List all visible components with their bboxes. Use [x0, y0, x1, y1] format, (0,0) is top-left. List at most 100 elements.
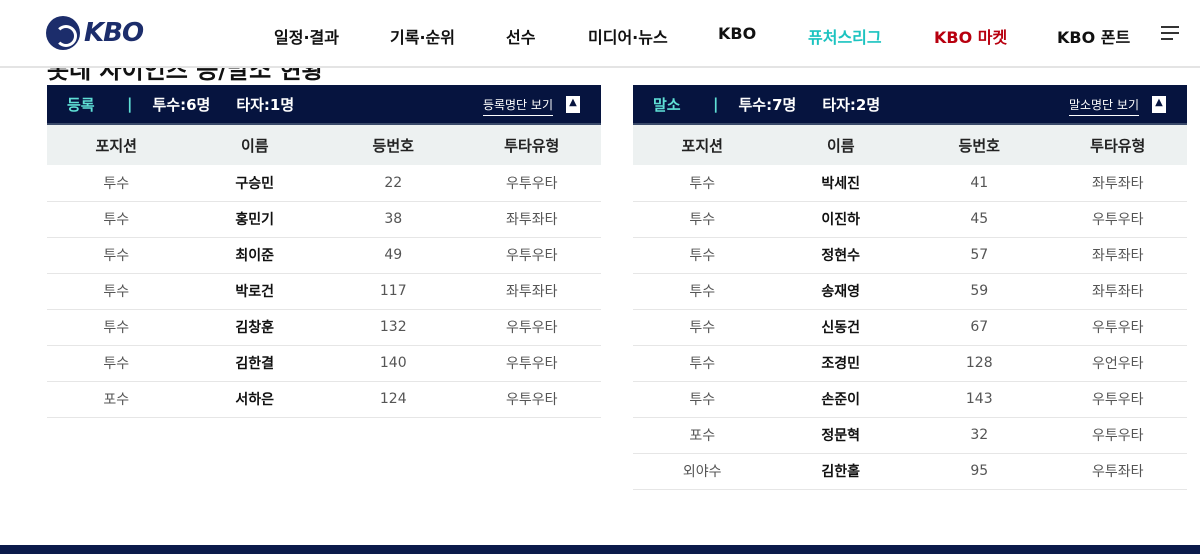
table-row: 포수 서하은 124 우투우타 — [47, 381, 601, 418]
name-cell[interactable]: 구승민 — [185, 165, 324, 202]
table-row: 투수 손준이 143 우투우타 — [633, 381, 1187, 418]
collapse-icon[interactable]: ▲ — [566, 96, 580, 113]
number-cell: 140 — [324, 345, 463, 382]
type-cell: 우투우타 — [1048, 201, 1187, 238]
view-registered-list-link[interactable]: 등록명단 보기 — [482, 96, 553, 116]
table-row: 투수 김창훈 132 우투우타 — [47, 309, 601, 346]
column-header: 포지션 — [47, 125, 186, 165]
position-cell: 투수 — [633, 201, 772, 238]
name-cell[interactable]: 박로건 — [185, 273, 324, 310]
panel-label: 말소 — [653, 95, 681, 114]
nav-futures-league[interactable]: 퓨처스리그 — [808, 28, 882, 47]
table-row: 투수 정현수 57 좌투좌타 — [633, 237, 1187, 274]
position-cell: 투수 — [47, 165, 186, 202]
table-row: 투수 홍민기 38 좌투좌타 — [47, 201, 601, 238]
column-header: 투타유형 — [462, 125, 601, 165]
number-cell: 41 — [910, 165, 1049, 202]
released-panel: 말소 | 투수:7명 타자:2명 말소명단 보기 ▲ 포지션 이름 등번호 투타유형 투수… — [633, 85, 1187, 490]
position-cell: 투수 — [633, 345, 772, 382]
table-row: 투수 박세진 41 좌투좌타 — [633, 165, 1187, 202]
position-cell: 투수 — [633, 309, 772, 346]
column-header: 등번호 — [910, 125, 1049, 165]
position-cell: 외야수 — [633, 453, 772, 490]
number-cell: 132 — [324, 309, 463, 346]
batter-count: 타자:2명 — [822, 95, 881, 114]
name-cell[interactable]: 서하은 — [185, 381, 324, 418]
name-cell[interactable]: 조경민 — [771, 345, 910, 382]
type-cell: 좌투좌타 — [1048, 273, 1187, 310]
type-cell: 우투우타 — [1048, 381, 1187, 418]
type-cell: 좌투좌타 — [462, 273, 601, 310]
table-row: 투수 김한결 140 우투우타 — [47, 345, 601, 382]
number-cell: 45 — [910, 201, 1049, 238]
nav-kbo-market[interactable]: KBO 마켓 — [934, 28, 1008, 47]
released-table: 포지션 이름 등번호 투타유형 투수 박세진 41 좌투좌타 투수 이진하 45 우투우타 투수 정현수 5… — [633, 125, 1187, 490]
position-cell: 투수 — [47, 309, 186, 346]
collapse-icon[interactable]: ▲ — [1152, 96, 1166, 113]
position-cell: 투수 — [47, 201, 186, 238]
position-cell: 투수 — [633, 237, 772, 274]
name-cell[interactable]: 송재영 — [771, 273, 910, 310]
type-cell: 좌투좌타 — [462, 201, 601, 238]
view-released-list-link[interactable]: 말소명단 보기 — [1068, 96, 1139, 116]
name-cell[interactable]: 이진하 — [771, 201, 910, 238]
type-cell: 우투우타 — [1048, 417, 1187, 454]
position-cell: 투수 — [633, 381, 772, 418]
table-row: 투수 최이준 49 우투우타 — [47, 237, 601, 274]
name-cell[interactable]: 김창훈 — [185, 309, 324, 346]
table-row: 투수 신동건 67 우투우타 — [633, 309, 1187, 346]
name-cell[interactable]: 손준이 — [771, 381, 910, 418]
nav-players[interactable]: 선수 — [506, 28, 536, 47]
number-cell: 57 — [910, 237, 1049, 274]
table-row: 포수 정문혁 32 우투우타 — [633, 417, 1187, 454]
nav-kbo[interactable]: KBO — [718, 24, 757, 43]
type-cell: 우투좌타 — [1048, 453, 1187, 490]
number-cell: 95 — [910, 453, 1049, 490]
name-cell[interactable]: 신동건 — [771, 309, 910, 346]
kbo-logo[interactable]: KBO — [46, 16, 144, 50]
number-cell: 128 — [910, 345, 1049, 382]
type-cell: 우언우타 — [1048, 345, 1187, 382]
footer — [0, 545, 1200, 554]
column-header: 등번호 — [324, 125, 463, 165]
nav-kbo-font[interactable]: KBO 폰트 — [1057, 28, 1131, 47]
type-cell: 좌투좌타 — [1048, 237, 1187, 274]
number-cell: 49 — [324, 237, 463, 274]
name-cell[interactable]: 정현수 — [771, 237, 910, 274]
divider: | — [127, 95, 133, 113]
pitcher-count: 투수:7명 — [738, 95, 797, 114]
number-cell: 59 — [910, 273, 1049, 310]
batter-count: 타자:1명 — [236, 95, 295, 114]
position-cell: 투수 — [633, 273, 772, 310]
nav-records[interactable]: 기록·순위 — [390, 28, 455, 47]
type-cell: 좌투좌타 — [1048, 165, 1187, 202]
position-cell: 투수 — [633, 165, 772, 202]
table-row: 외야수 김한홀 95 우투좌타 — [633, 453, 1187, 490]
position-cell: 투수 — [47, 237, 186, 274]
name-cell[interactable]: 김한결 — [185, 345, 324, 382]
name-cell[interactable]: 박세진 — [771, 165, 910, 202]
name-cell[interactable]: 홍민기 — [185, 201, 324, 238]
name-cell[interactable]: 정문혁 — [771, 417, 910, 454]
column-header: 투타유형 — [1048, 125, 1187, 165]
number-cell: 32 — [910, 417, 1049, 454]
name-cell[interactable]: 최이준 — [185, 237, 324, 274]
divider: | — [713, 95, 719, 113]
nav-media-news[interactable]: 미디어·뉴스 — [588, 28, 668, 47]
top-header: KBO 일정·결과 기록·순위 선수 미디어·뉴스 KBO 퓨처스리그 KBO … — [0, 0, 1200, 68]
kbo-emblem-icon — [46, 16, 80, 50]
position-cell: 투수 — [47, 273, 186, 310]
table-row: 투수 이진하 45 우투우타 — [633, 201, 1187, 238]
column-header: 이름 — [185, 125, 324, 165]
panel-label: 등록 — [67, 95, 95, 114]
type-cell: 우투우타 — [462, 309, 601, 346]
menu-icon[interactable] — [1161, 26, 1179, 42]
table-row: 투수 조경민 128 우언우타 — [633, 345, 1187, 382]
number-cell: 22 — [324, 165, 463, 202]
column-header: 이름 — [771, 125, 910, 165]
number-cell: 117 — [324, 273, 463, 310]
table-row: 투수 송재영 59 좌투좌타 — [633, 273, 1187, 310]
name-cell[interactable]: 김한홀 — [771, 453, 910, 490]
logo-text: KBO — [84, 18, 144, 48]
nav-schedule[interactable]: 일정·결과 — [274, 28, 339, 47]
